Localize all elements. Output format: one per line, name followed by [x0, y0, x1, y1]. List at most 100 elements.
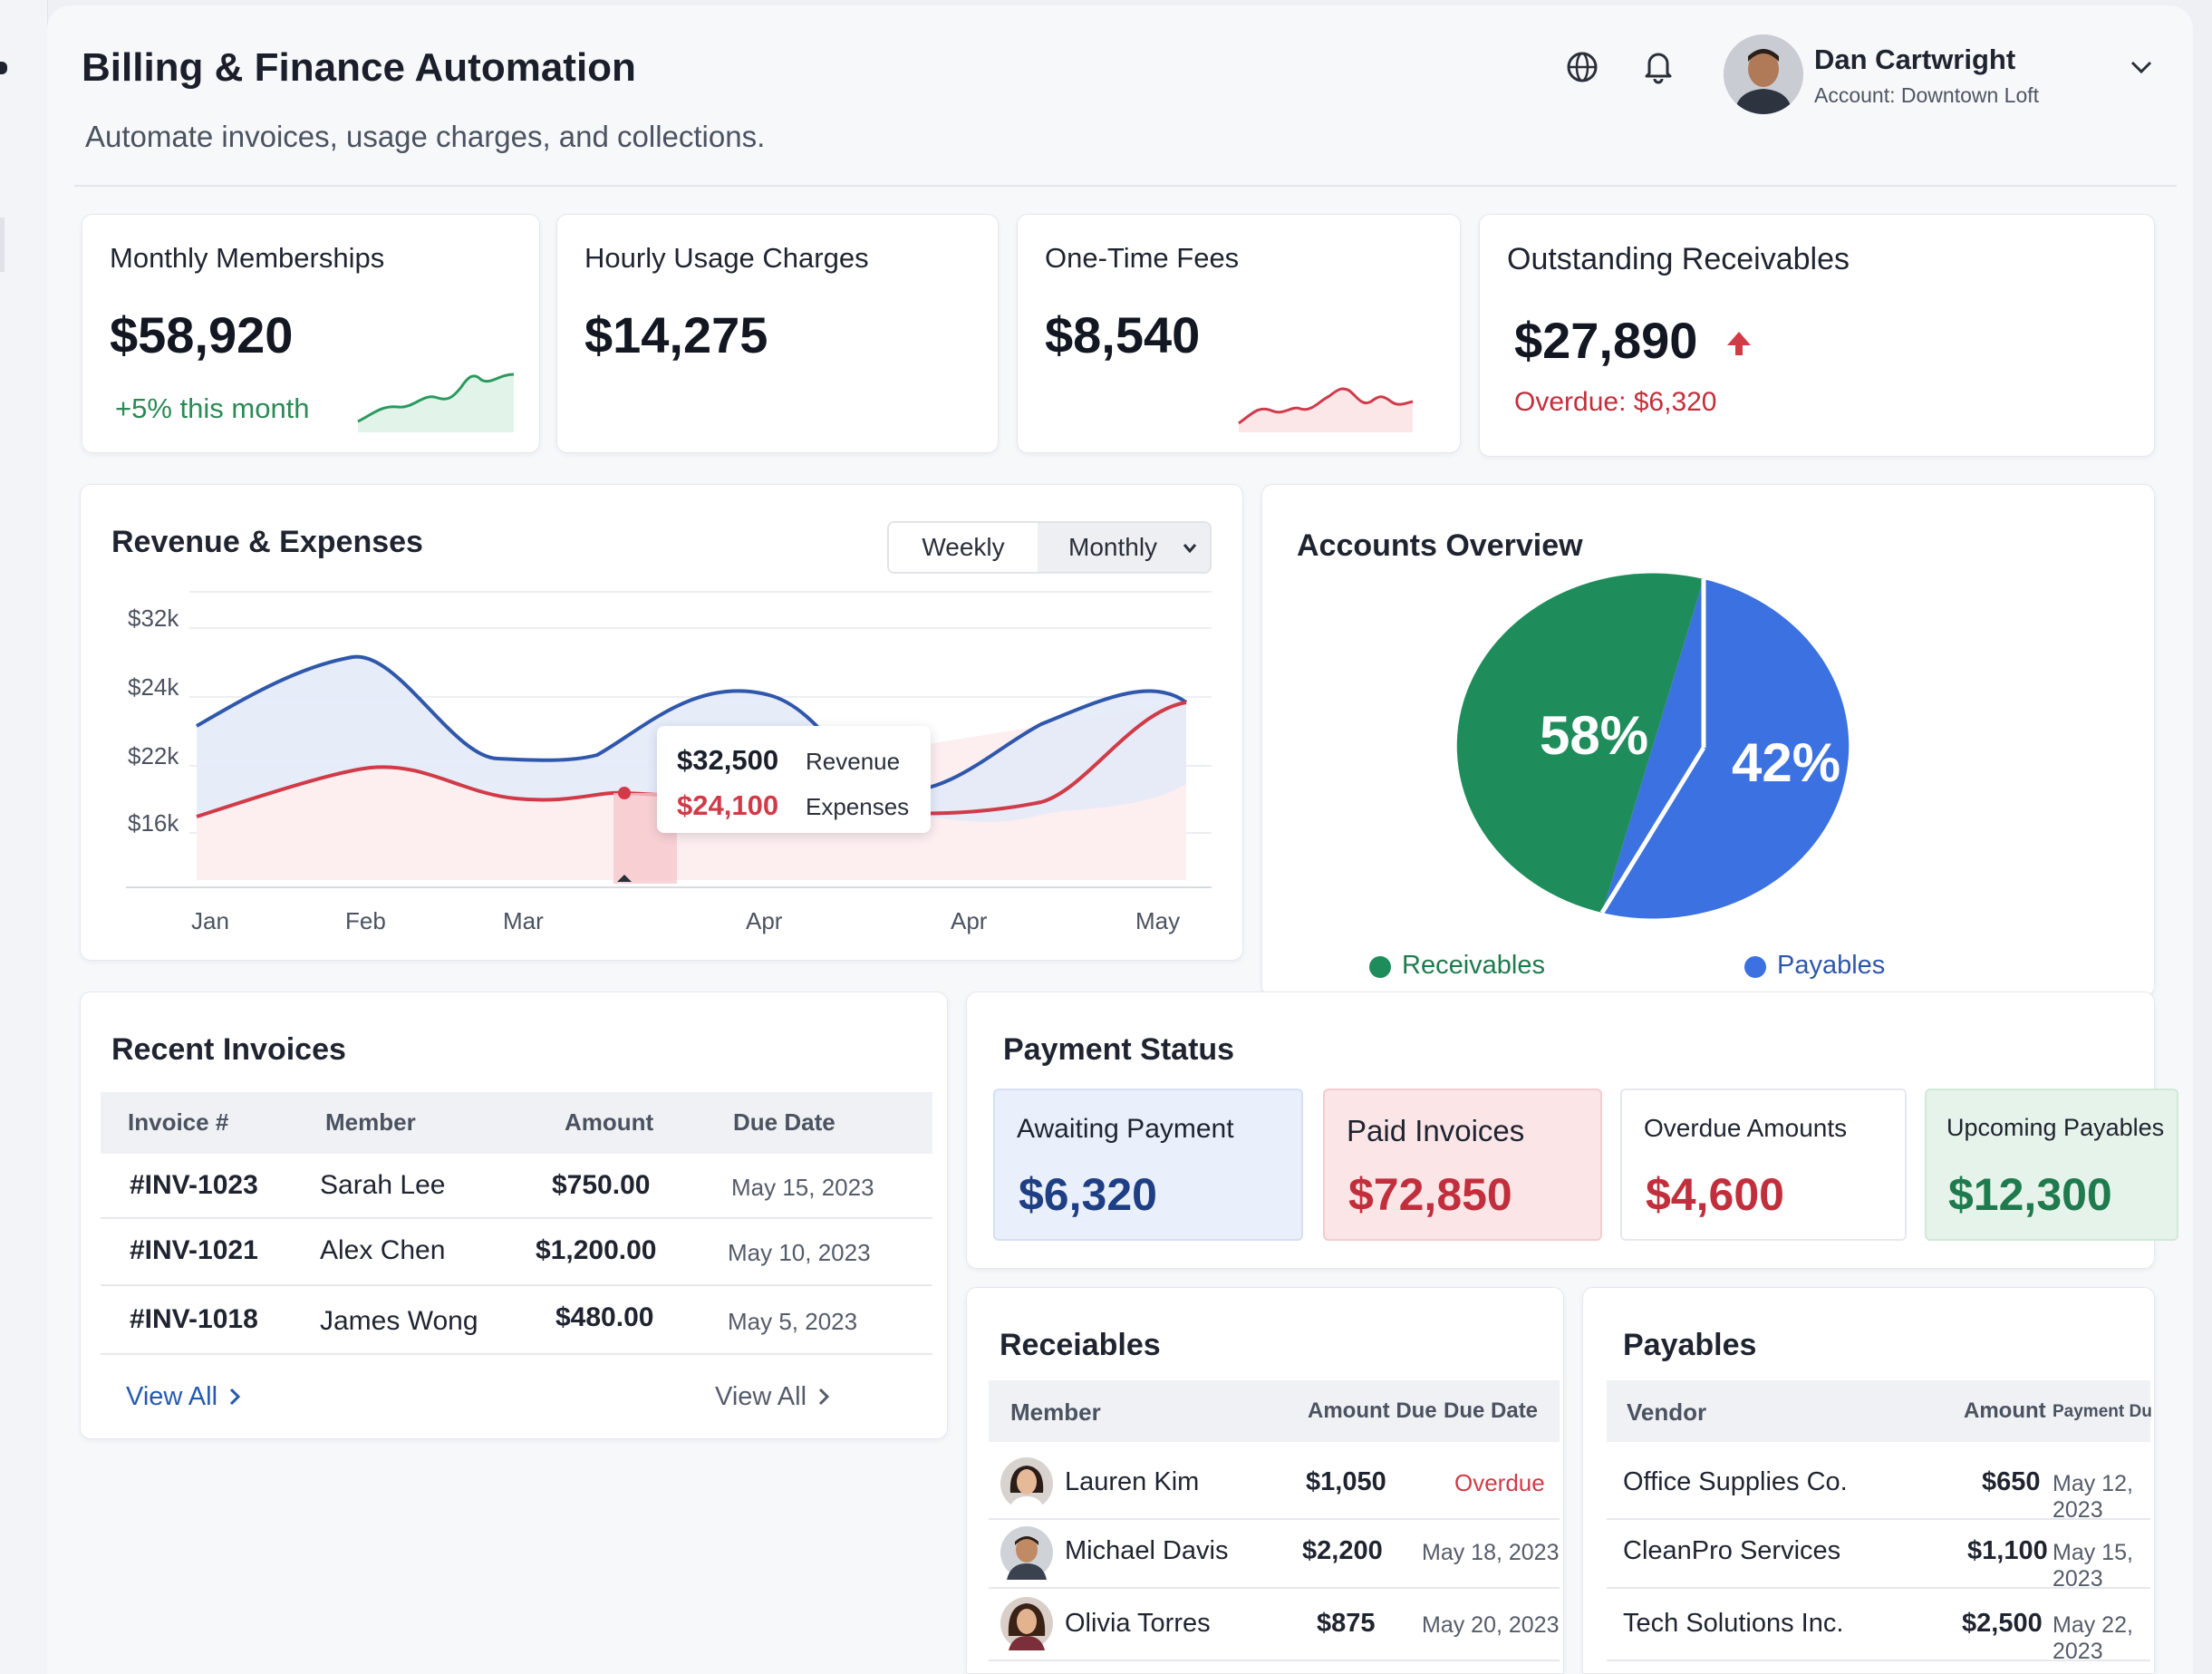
y-tick: $24k: [128, 673, 179, 701]
x-tick: Apr: [951, 907, 988, 934]
chevron-right-icon: [819, 1388, 830, 1406]
pie-slice-payables: [1602, 579, 1850, 919]
arrow-up-icon: [1727, 332, 1751, 355]
receivable-due-date: May 20, 2023: [1422, 1612, 1560, 1638]
status-value: $12,300: [1948, 1169, 2112, 1220]
row-divider: [1607, 1659, 2150, 1661]
page-subtitle: Automate invoices, usage charges, and co…: [85, 120, 766, 153]
legend-payables: Payables: [1777, 951, 1886, 980]
column-header: Vendor: [1627, 1398, 1707, 1426]
table-header: [1607, 1380, 2150, 1442]
column-header: Amount: [565, 1108, 654, 1136]
payable-due-date: May 12, 2023: [2053, 1471, 2133, 1523]
kpi-value: $14,275: [584, 306, 768, 363]
receivable-amount: $2,200: [1302, 1536, 1383, 1565]
row-divider: [989, 1659, 1560, 1661]
status-label: Upcoming Payables: [1946, 1114, 2165, 1141]
row-divider: [989, 1587, 1560, 1589]
revenue-expenses-card: Revenue & Expenses Weekly Monthly $32k: [80, 484, 1243, 961]
payables-card: Payables Vendor Amount Payment Du Office…: [1582, 1287, 2155, 1674]
chevron-down-icon: [1183, 544, 1197, 554]
row-divider: [1607, 1587, 2150, 1589]
toggle-weekly[interactable]: Weekly: [889, 523, 1038, 572]
status-label: Awaiting Payment: [1017, 1114, 1234, 1144]
status-value: $4,600: [1646, 1169, 1784, 1220]
page-title: Billing & Finance Automation: [82, 45, 636, 90]
kpi-label: Monthly Memberships: [110, 242, 385, 274]
view-all-link[interactable]: View All: [126, 1382, 241, 1412]
section-title: Revenue & Expenses: [111, 525, 423, 559]
toggle-monthly[interactable]: Monthly: [1038, 523, 1210, 572]
invoice-due-date: May 10, 2023: [728, 1239, 871, 1266]
column-header: Due Date: [733, 1108, 836, 1136]
section-title: Receiables: [1000, 1328, 1161, 1362]
invoice-due-date: May 15, 2023: [731, 1174, 874, 1201]
fees-sparkline: [1238, 387, 1414, 432]
kpi-monthly-memberships: Monthly Memberships $58,920 +5% this mon…: [82, 214, 540, 453]
view-all-label: View All: [715, 1382, 807, 1411]
status-awaiting-payment[interactable]: Awaiting Payment $6,320: [993, 1089, 1303, 1241]
bell-icon[interactable]: [1640, 47, 1676, 85]
x-tick: May: [1135, 907, 1181, 934]
period-toggle: Weekly Monthly: [887, 521, 1212, 574]
row-divider: [101, 1284, 932, 1286]
x-tick: Mar: [503, 907, 544, 934]
accounts-overview-card: Accounts Overview 58% 42% Receivables Pa…: [1261, 484, 2155, 997]
invoice-member: Sarah Lee: [320, 1170, 446, 1200]
toggle-monthly-label: Monthly: [1068, 533, 1158, 561]
kpi-value: $8,540: [1045, 306, 1201, 363]
row-divider: [101, 1217, 932, 1219]
status-overdue-amounts[interactable]: Overdue Amounts $4,600: [1620, 1089, 1907, 1241]
payable-due-date: May 15, 2023: [2053, 1540, 2133, 1592]
pie-label-payables: 42%: [1732, 732, 1841, 793]
kpi-outstanding-receivables: Outstanding Receivables $27,890 Overdue:…: [1479, 214, 2155, 457]
kpi-delta: +5% this month: [115, 392, 310, 424]
tooltip-expenses-value: $24,100: [677, 789, 779, 821]
column-header: Invoice #: [128, 1108, 229, 1136]
row-divider: [989, 1518, 1560, 1520]
y-tick: $16k: [128, 809, 179, 837]
hover-point: [618, 787, 631, 799]
receivable-member: Olivia Torres: [1065, 1609, 1211, 1638]
kpi-overdue: Overdue: $6,320: [1514, 387, 1717, 417]
section-title: Payment Status: [1003, 1032, 1235, 1067]
legend-receivables: Receivables: [1402, 951, 1545, 980]
invoice-number: #INV-1018: [130, 1304, 258, 1334]
column-header: Member: [325, 1108, 416, 1136]
revenue-expenses-chart: [126, 591, 1212, 888]
receivables-card: Receiables Member Amount Due Due Date La…: [966, 1287, 1564, 1674]
column-header: Member: [1010, 1398, 1101, 1426]
invoice-due-date: May 5, 2023: [728, 1308, 858, 1335]
chevron-down-icon[interactable]: [2128, 58, 2155, 76]
status-upcoming-payables[interactable]: Upcoming Payables $12,300: [1925, 1089, 2178, 1241]
view-all-link-secondary[interactable]: View All: [715, 1382, 830, 1412]
sidebar-indicator: [0, 62, 7, 74]
globe-icon[interactable]: [1564, 49, 1600, 85]
status-label: Overdue Amounts: [1644, 1114, 1848, 1142]
sidebar-tab[interactable]: [0, 218, 5, 272]
payable-amount: $1,100: [1967, 1536, 2048, 1565]
section-title: Recent Invoices: [111, 1032, 346, 1067]
pie-label-receivables: 58%: [1540, 705, 1649, 766]
kpi-hourly-usage: Hourly Usage Charges $14,275: [556, 214, 999, 453]
status-paid-invoices[interactable]: Paid Invoices $72,850: [1323, 1089, 1602, 1241]
row-divider: [1607, 1518, 2150, 1520]
column-header: Payment Du: [2053, 1402, 2152, 1421]
avatar[interactable]: [1724, 34, 1803, 114]
kpi-one-time-fees: One-Time Fees $8,540: [1017, 214, 1461, 453]
pie-slice-receivables: [1456, 573, 1704, 913]
invoice-amount: $750.00: [552, 1170, 651, 1200]
header-divider: [74, 185, 2177, 187]
user-avatar-icon: [1724, 34, 1803, 114]
payable-amount: $650: [1982, 1467, 2041, 1496]
row-divider: [101, 1353, 932, 1355]
status-label: Paid Invoices: [1347, 1114, 1525, 1147]
table-header: [101, 1092, 932, 1154]
tooltip-expenses-label: Expenses: [806, 793, 910, 820]
invoice-amount: $1,200.00: [536, 1235, 657, 1265]
column-header: Amount Due: [1308, 1398, 1437, 1423]
recent-invoices-card: Recent Invoices Invoice # Member Amount …: [80, 992, 948, 1439]
payable-vendor: CleanPro Services: [1623, 1536, 1841, 1565]
x-tick: Jan: [191, 907, 229, 934]
app-window: Billing & Finance Automation Automate in…: [47, 5, 2193, 1674]
